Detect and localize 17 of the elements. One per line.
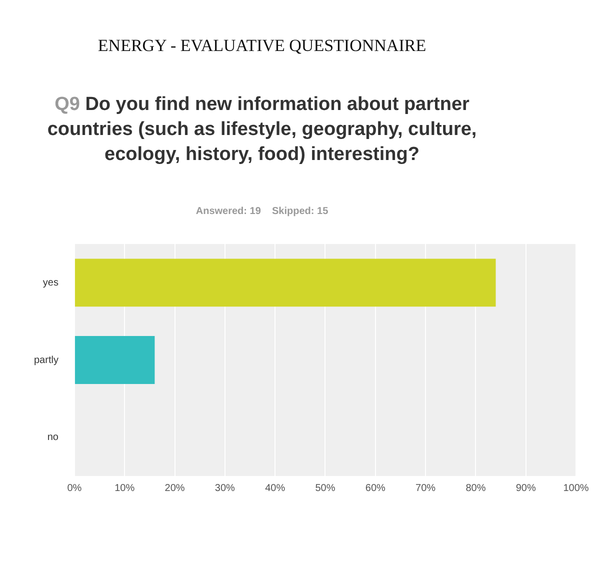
x-tick-label: 10% — [114, 482, 135, 494]
chart-title: ENERGY - EVALUATIVE QUESTIONNAIRE — [96, 36, 428, 56]
y-tick-label: yes — [42, 277, 58, 288]
x-tick-label: 20% — [164, 482, 185, 494]
x-tick-label: 40% — [265, 482, 286, 494]
x-tick-label: 80% — [466, 482, 486, 494]
x-tick-label: 30% — [214, 482, 236, 494]
x-tick-label: 100% — [563, 482, 589, 494]
x-tick-label: 0% — [67, 482, 82, 494]
x-tick-label: 50% — [315, 482, 336, 494]
chart-subtitle: Q9 Do you find new information about partner countries (such as lifestyle, geography, culture, ecology, history, food) interesting? — [46, 93, 478, 167]
x-tick-label: 70% — [416, 482, 436, 494]
text: Answered: 19 Skipped: 15 — [194, 206, 330, 217]
x-tick-label: 90% — [516, 482, 536, 494]
y-tick-label: partly — [34, 354, 58, 366]
x-tick-label: 60% — [365, 482, 386, 494]
y-tick-label: no — [47, 432, 59, 444]
